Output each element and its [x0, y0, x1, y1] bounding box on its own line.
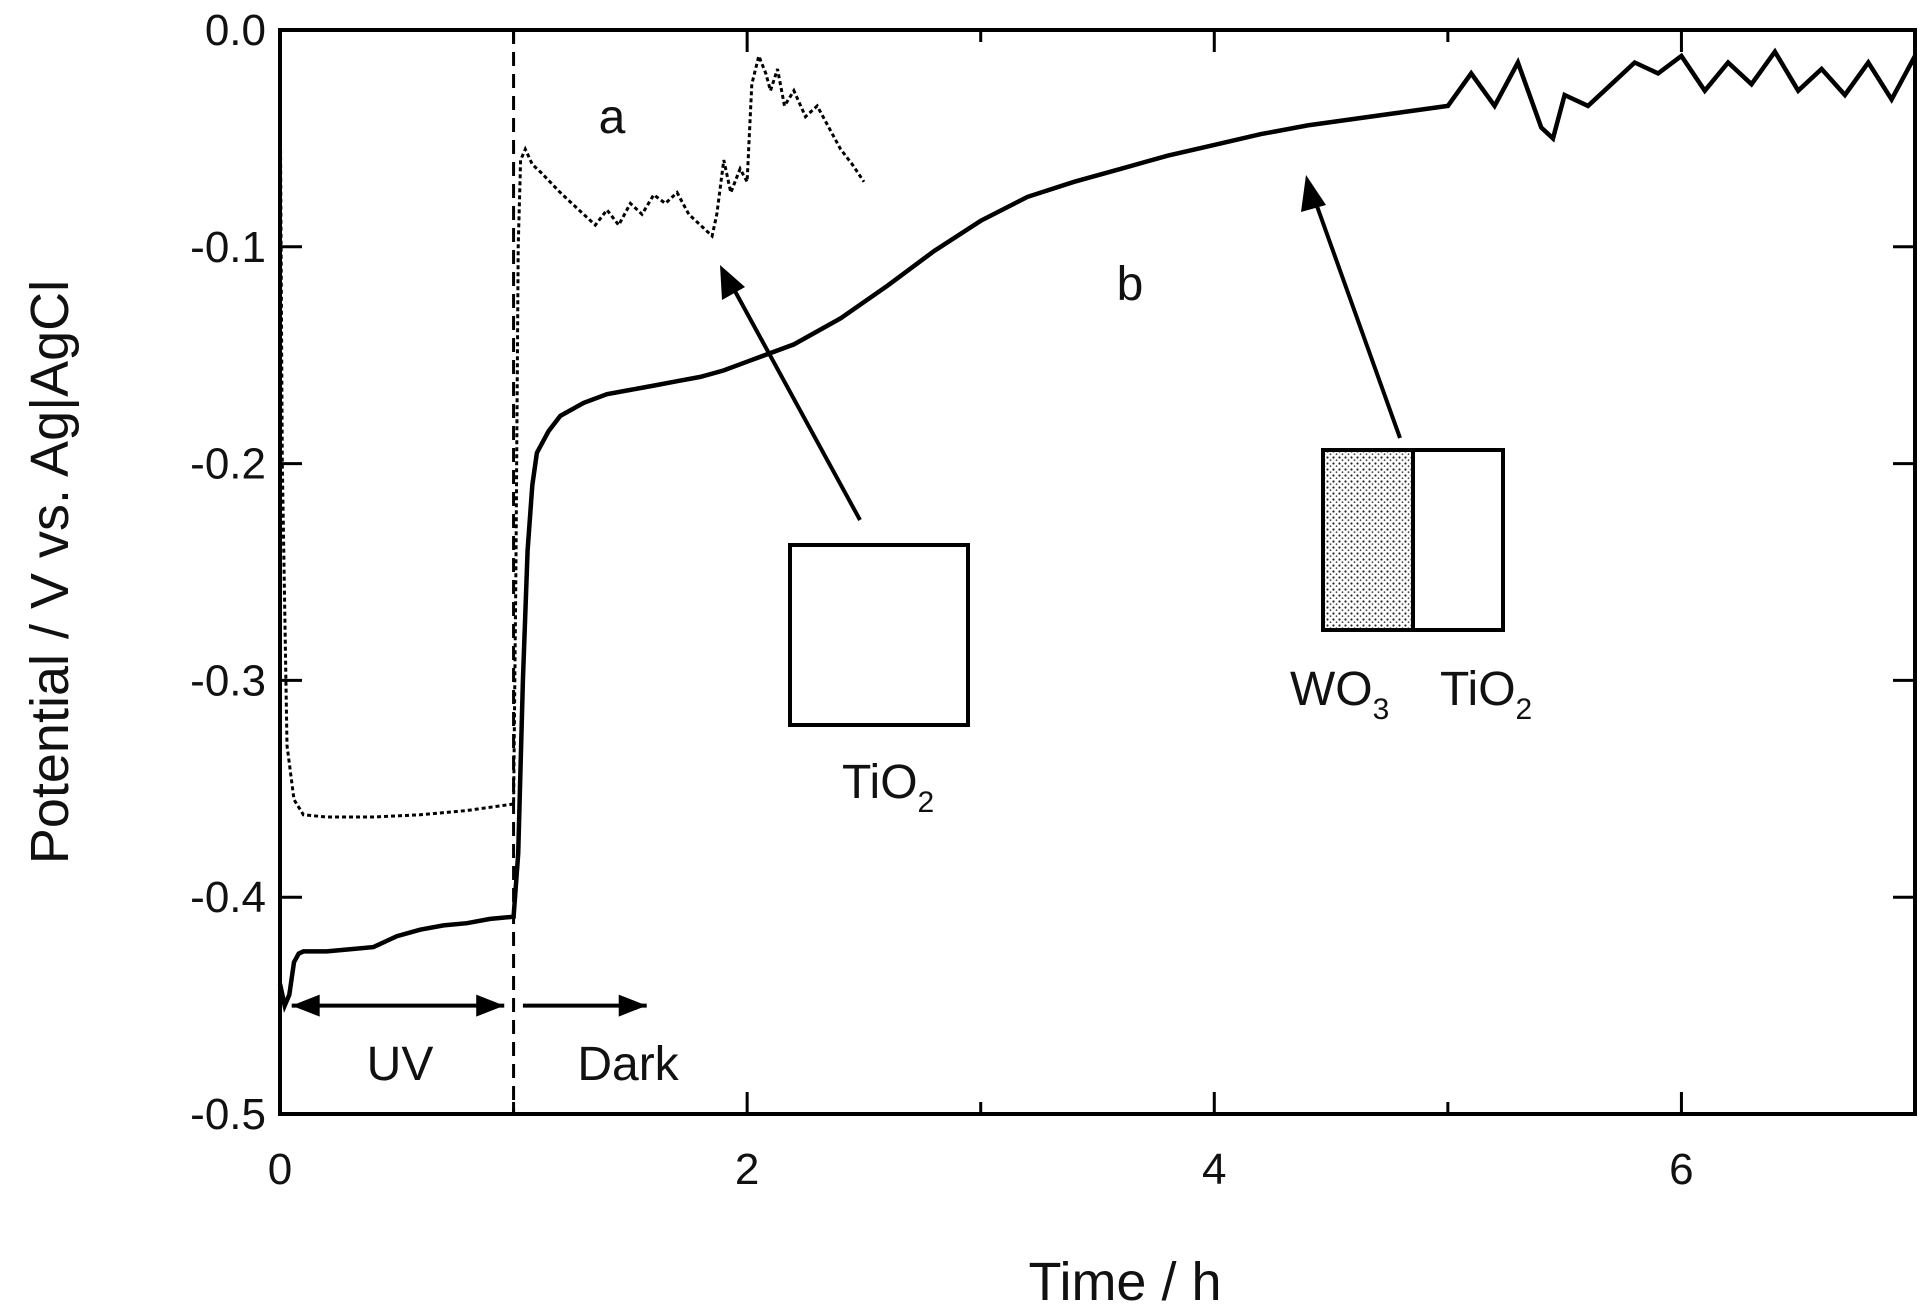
wo3-pointer-arrowhead [1301, 175, 1326, 212]
wo3-pointer-arrow [1311, 194, 1402, 439]
dark-label: Dark [577, 1038, 679, 1091]
y-tick-label: -0.3 [190, 656, 266, 705]
arrow-head [476, 994, 505, 1017]
x-tick-label: 0 [268, 1145, 292, 1194]
x-axis-title: Time / h [1028, 1252, 1221, 1312]
y-tick-label: -0.1 [190, 223, 266, 272]
dark-arrow [522, 994, 647, 1017]
y-tick-label: -0.4 [190, 873, 266, 922]
arrow-head [291, 994, 320, 1017]
tio2-inset-label: TiO2 [842, 756, 934, 819]
series-b-line [277, 47, 1917, 1013]
curve-b-label: b [1117, 258, 1144, 311]
uv-label: UV [367, 1038, 434, 1091]
curve-a-label: a [599, 91, 626, 144]
y-axis-title: Potential / V vs. Ag|AgCl [20, 280, 80, 864]
wo3-inset-label: WO3 [1290, 663, 1389, 726]
series-a-line [278, 51, 866, 819]
plot-frame [278, 28, 1917, 1116]
y-tick-label: 0.0 [205, 6, 266, 55]
x-tick-label: 2 [735, 1145, 759, 1194]
x-tick-label: 4 [1202, 1145, 1226, 1194]
axis-tick-labels: 0 2 4 6 0.0 -0.1 -0.2 -0.3 -0.4 -0.5 [190, 6, 1693, 1194]
tio2-inset-box [788, 543, 970, 727]
wo3-inset-box [1321, 448, 1415, 632]
y-tick-label: -0.5 [190, 1090, 266, 1139]
x-tick-label: 6 [1669, 1145, 1693, 1194]
y-tick-label: -0.2 [190, 440, 266, 489]
tio2-pointer-arrow [728, 281, 862, 521]
arrow-head [618, 994, 647, 1017]
tio2b-inset-box [1411, 448, 1505, 632]
tio2-pointer-arrowhead [720, 265, 745, 300]
tio2b-inset-label: TiO2 [1440, 663, 1532, 726]
uv-arrow [291, 994, 505, 1017]
